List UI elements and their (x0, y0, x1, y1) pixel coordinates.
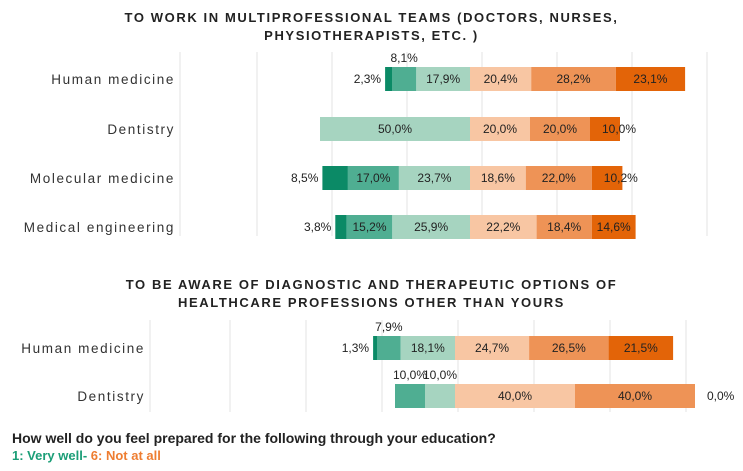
data-label: 18,6% (481, 171, 515, 185)
bar-segment-1 (373, 336, 377, 360)
bar-segment-2 (346, 215, 393, 239)
data-label: 8,1% (390, 51, 418, 65)
scale-legend: 1: Very well- 6: Not at all (12, 448, 161, 463)
bar-segment-6 (591, 215, 636, 239)
category-label: Medical engineering (24, 220, 175, 235)
data-label: 23,1% (633, 72, 667, 86)
data-label: 0,0% (707, 389, 735, 403)
data-label: 22,0% (542, 171, 576, 185)
bar-segment-3 (392, 215, 470, 239)
data-label: 40,0% (618, 389, 652, 403)
bar-segment-6 (591, 166, 623, 190)
bar-segment-5 (531, 67, 616, 91)
chart-title-line: TO BE AWARE OF DIAGNOSTIC AND THERAPEUTI… (126, 277, 618, 292)
data-label: 17,0% (356, 171, 390, 185)
chart-title-line: HEALTHCARE PROFESSIONS OTHER THAN YOURS (178, 295, 565, 310)
bar-segment-4 (455, 336, 530, 360)
bar-segment-1 (335, 215, 347, 239)
chart-title-line: TO WORK IN MULTIPROFESSIONAL TEAMS (DOCT… (125, 10, 619, 25)
scale-good-label: 1: Very well (12, 448, 83, 463)
bar-segment-2 (392, 67, 417, 91)
bar-segment-3 (320, 117, 470, 141)
data-label: 26,5% (552, 341, 586, 355)
data-label: 50,0% (378, 122, 412, 136)
data-label: 10,0% (602, 122, 636, 136)
data-label: 20,0% (543, 122, 577, 136)
bar-segment-3 (416, 67, 470, 91)
data-label: 23,7% (417, 171, 451, 185)
data-label: 7,9% (375, 320, 403, 334)
data-label: 1,3% (342, 341, 370, 355)
bar-segment-5 (529, 336, 609, 360)
data-label: 10,0% (393, 368, 427, 382)
bar-segment-4 (470, 215, 537, 239)
bar-segment-3 (425, 384, 455, 408)
data-label: 15,2% (352, 220, 386, 234)
bar-segment-4 (470, 166, 526, 190)
data-label: 40,0% (498, 389, 532, 403)
data-label: 17,9% (426, 72, 460, 86)
data-label: 18,1% (411, 341, 445, 355)
category-label: Molecular medicine (30, 171, 175, 186)
data-label: 20,4% (484, 72, 518, 86)
category-label: Human medicine (21, 341, 145, 356)
bar-segment-2 (347, 166, 399, 190)
data-label: 10,0% (423, 368, 457, 382)
data-label: 14,6% (597, 220, 631, 234)
category-label: Dentistry (107, 122, 175, 137)
data-label: 18,4% (547, 220, 581, 234)
bar-segment-5 (575, 384, 695, 408)
data-label: 3,8% (304, 220, 332, 234)
data-label: 10,2% (604, 171, 638, 185)
data-label: 20,0% (483, 122, 517, 136)
bar-segment-3 (398, 166, 470, 190)
bar-segment-1 (385, 67, 392, 91)
data-label: 21,5% (624, 341, 658, 355)
bar-segment-1 (322, 166, 348, 190)
data-label: 24,7% (475, 341, 509, 355)
scale-separator: - (82, 448, 91, 463)
data-label: 25,9% (414, 220, 448, 234)
data-label: 8,5% (291, 171, 319, 185)
data-label: 22,2% (486, 220, 520, 234)
bar-segment-6 (590, 117, 620, 141)
bar-segment-5 (525, 166, 592, 190)
category-label: Dentistry (77, 389, 145, 404)
data-label: 28,2% (556, 72, 590, 86)
bar-segment-2 (395, 384, 425, 408)
bar-segment-4 (470, 67, 532, 91)
bar-segment-5 (536, 215, 592, 239)
bar-segment-3 (400, 336, 455, 360)
category-label: Human medicine (51, 72, 175, 87)
data-label: 2,3% (354, 72, 382, 86)
bar-segment-4 (470, 117, 530, 141)
bar-segment-4 (455, 384, 575, 408)
survey-question: How well do you feel prepared for the fo… (12, 430, 496, 446)
bar-segment-6 (608, 336, 674, 360)
bar-segment-5 (530, 117, 590, 141)
chart-title-line: PHYSIOTHERAPISTS, ETC. ) (264, 28, 479, 43)
bar-segment-2 (377, 336, 401, 360)
bar-segment-6 (615, 67, 686, 91)
scale-bad-label: 6: Not at all (90, 448, 161, 463)
